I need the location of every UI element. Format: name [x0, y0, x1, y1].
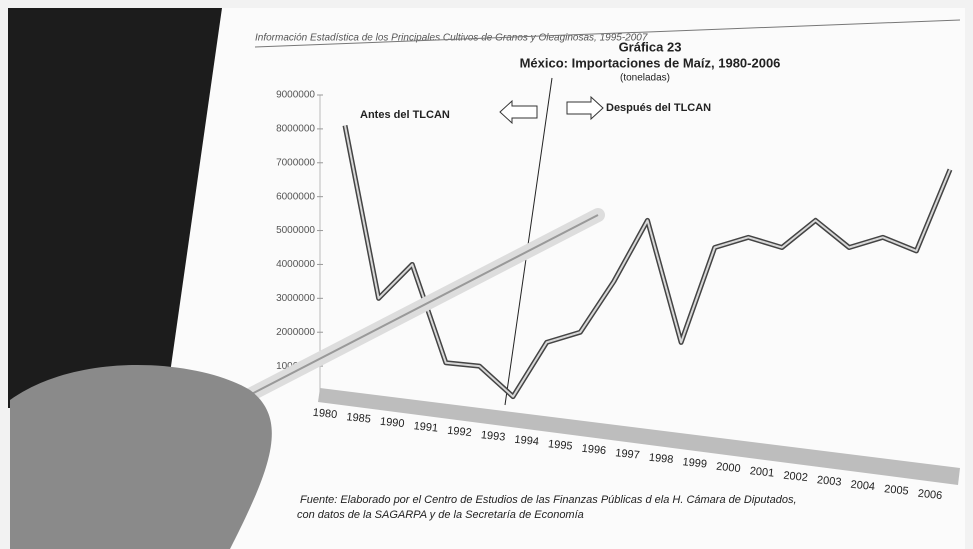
y-tick-label: 5000000	[276, 225, 315, 236]
x-tick-label: 1997	[615, 447, 641, 461]
y-tick-label: 8000000	[276, 124, 315, 135]
y-tick-label: 2000000	[276, 327, 315, 338]
x-tick-label: 1995	[547, 438, 573, 452]
photo: Información Estadística de los Principal…	[0, 0, 973, 549]
page: Información Estadística de los Principal…	[0, 0, 973, 549]
x-tick-label: 2006	[917, 488, 943, 502]
x-tick-label: 2005	[884, 483, 910, 497]
x-tick-label: 1980	[312, 407, 338, 421]
y-tick-label: 3000000	[276, 293, 315, 304]
x-tick-label: 1990	[379, 416, 405, 430]
unit-label: (toneladas)	[620, 73, 670, 84]
y-tick-label: 9000000	[276, 90, 315, 101]
source-note: con datos de la SAGARPA y de la Secretar…	[297, 509, 584, 521]
x-tick-label: 2002	[783, 470, 809, 484]
x-tick-label: 1999	[682, 456, 708, 470]
x-tick-label: 1991	[413, 420, 439, 434]
x-tick-label: 2004	[850, 479, 876, 493]
hand	[10, 365, 272, 549]
annotation: Antes del TLCAN	[360, 109, 450, 121]
y-tick-label: 7000000	[276, 157, 315, 168]
y-tick-label: 6000000	[276, 191, 315, 202]
source-note: Fuente: Elaborado por el Centro de Estud…	[300, 494, 797, 506]
annotation: Después del TLCAN	[606, 102, 711, 114]
x-tick-label: 1993	[480, 429, 506, 443]
chart-subtitle: México: Importaciones de Maíz, 1980-2006	[520, 55, 781, 70]
chart-title: Gráfica 23	[619, 39, 682, 54]
x-tick-label: 1985	[346, 411, 372, 425]
x-tick-label: 2000	[716, 461, 742, 475]
x-tick-label: 1996	[581, 443, 607, 457]
x-tick-label: 1992	[447, 425, 473, 439]
x-tick-label: 1998	[648, 452, 674, 466]
y-tick-label: 4000000	[276, 259, 315, 270]
x-tick-label: 2001	[749, 465, 775, 479]
x-tick-label: 1994	[514, 434, 540, 448]
x-tick-label: 2003	[816, 474, 842, 488]
